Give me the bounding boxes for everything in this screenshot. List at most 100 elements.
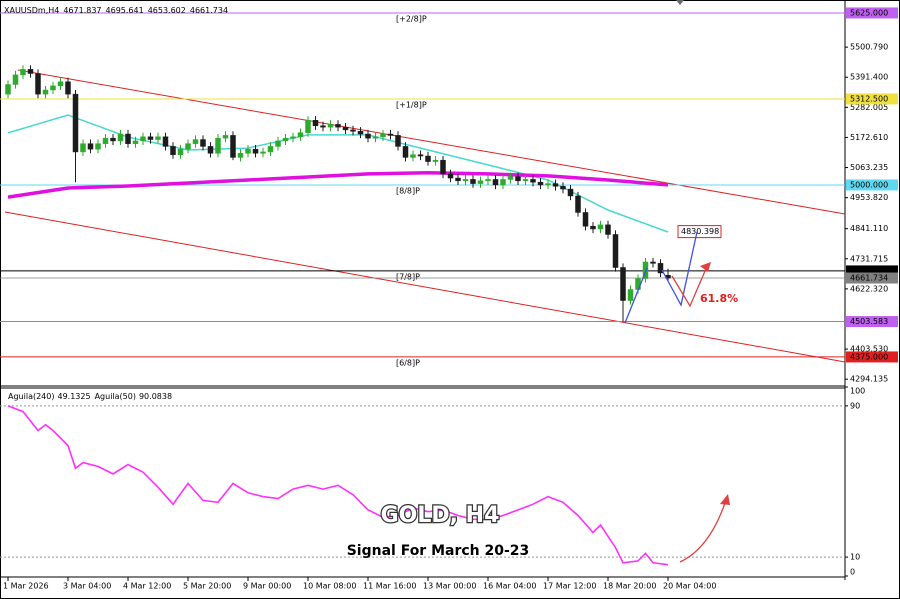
level-label: [8/8]P — [396, 186, 420, 195]
candle-body — [275, 140, 281, 147]
candle-body — [657, 263, 664, 274]
price-tag — [846, 93, 898, 105]
candle-body — [350, 129, 356, 132]
fib-annotation: 61.8% — [700, 292, 738, 305]
candle-body — [252, 148, 259, 154]
header-low: 4653.602 — [148, 6, 186, 15]
projection-arrow — [671, 263, 709, 308]
candle-body — [200, 139, 206, 147]
level-label: [+2/8]P — [396, 14, 427, 23]
candle-body — [455, 177, 461, 182]
candle-body — [12, 74, 19, 85]
y-tick-label: 4403.530 — [850, 345, 888, 354]
candle-body — [590, 225, 596, 230]
x-tick-label: 17 Mar 12:00 — [543, 582, 596, 591]
candle-body — [612, 234, 619, 268]
candle-body — [297, 132, 304, 138]
arrow-head — [720, 494, 730, 505]
candle-body — [515, 176, 521, 182]
candle-body — [312, 120, 319, 127]
candle-body — [170, 146, 176, 155]
candle-body — [282, 137, 289, 142]
price-tag — [846, 7, 898, 19]
candle-body — [537, 181, 544, 186]
price-tag-label: 4661.734 — [850, 274, 888, 283]
level-label: [6/8]P — [396, 358, 420, 367]
price-tag-label: 5000.000 — [850, 180, 888, 189]
candle-body — [357, 131, 364, 135]
candle-body — [155, 136, 161, 140]
candle-body — [380, 133, 386, 138]
candle-body — [365, 133, 371, 139]
indicator-tick-label: 0 — [850, 568, 855, 577]
price-tag — [846, 179, 898, 191]
candle-body — [95, 143, 101, 150]
price-tag-label: 5625.000 — [850, 8, 888, 17]
candle-body — [575, 195, 581, 213]
candle-body — [5, 84, 11, 95]
candle-body — [320, 125, 326, 128]
price-tag — [846, 272, 898, 284]
scroll-marker — [676, 0, 684, 5]
candle-body — [500, 179, 506, 186]
indicator-tick-label: 100 — [850, 387, 865, 396]
candle-body — [260, 151, 266, 154]
candle-body — [125, 133, 131, 144]
y-tick-label: 5282.005 — [850, 103, 888, 112]
candle-body — [147, 136, 154, 140]
candle-body — [395, 135, 401, 147]
marker-label: 4830.398 — [681, 227, 719, 236]
x-tick-label: 13 Mar 00:00 — [423, 582, 476, 591]
x-tick-label: 4 Mar 12:00 — [123, 582, 171, 591]
candle-body — [72, 93, 79, 153]
price-tag-label: 4503.583 — [850, 317, 888, 326]
candle-body — [402, 146, 409, 158]
candle-body — [342, 126, 349, 131]
candle-body — [462, 179, 469, 182]
price-tag-label: 4687.500 — [850, 266, 888, 275]
candle-body — [447, 173, 454, 179]
x-tick-label: 3 Mar 04:00 — [63, 582, 111, 591]
candle-body — [620, 267, 626, 301]
candle-body — [335, 124, 341, 128]
indicator-reading: 49.1325 — [57, 392, 90, 401]
candle-body — [20, 69, 26, 76]
candle-body — [425, 155, 431, 162]
candle-body — [485, 179, 491, 182]
candle-body — [290, 136, 296, 139]
candle-body — [470, 179, 476, 184]
candle-body — [267, 146, 274, 153]
indicator-name: Aguila(240) — [8, 392, 54, 401]
candle-body — [545, 183, 551, 186]
candle-body — [492, 179, 499, 186]
candle-body — [42, 89, 49, 95]
header-open: 4671.837 — [63, 6, 101, 15]
y-tick-label: 5172.610 — [850, 133, 888, 142]
candle-body — [440, 159, 446, 175]
indicator-reading: 90.0838 — [139, 392, 172, 401]
x-tick-label: 1 Mar 2026 — [3, 582, 49, 591]
y-tick-label: 4294.135 — [850, 375, 888, 384]
x-tick-label: 16 Mar 04:00 — [483, 582, 536, 591]
candle-body — [582, 212, 589, 227]
candle-body — [192, 139, 199, 144]
wave-arrow — [624, 267, 648, 324]
price-tag — [846, 316, 898, 328]
candle-body — [327, 124, 334, 128]
y-tick-label: 5063.235 — [850, 163, 888, 172]
x-tick-label: 11 Mar 16:00 — [363, 582, 416, 591]
x-tick-label: 10 Mar 08:00 — [303, 582, 356, 591]
candle-body — [507, 176, 514, 180]
y-tick-label: 5500.790 — [850, 43, 888, 52]
candle-body — [560, 186, 566, 190]
arrow-head — [700, 262, 711, 272]
y-tick-label: 4622.320 — [850, 284, 888, 293]
candle-body — [305, 120, 311, 133]
y-tick-label: 4731.715 — [850, 254, 888, 263]
candle-body — [530, 179, 536, 183]
candle-body — [80, 143, 86, 153]
candle-body — [567, 188, 574, 197]
candle-body — [215, 137, 221, 154]
candle-body — [627, 289, 634, 301]
candle-body — [132, 140, 139, 144]
